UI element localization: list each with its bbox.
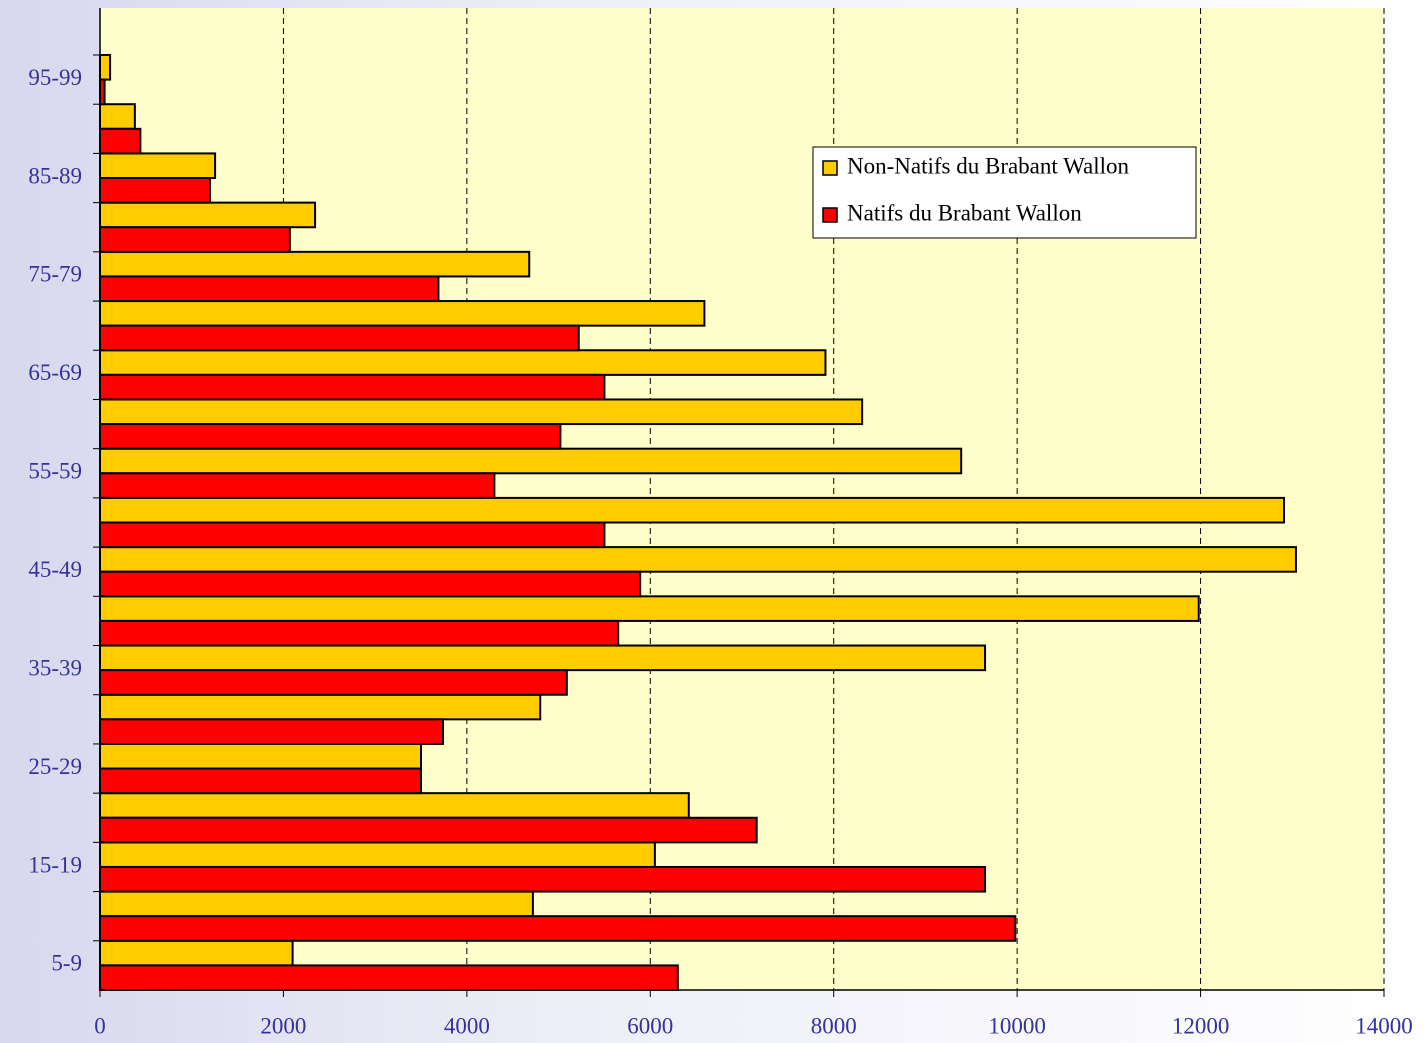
legend-label: Natifs du Brabant Wallon — [847, 200, 1082, 225]
bar — [99, 177, 212, 204]
bar — [99, 54, 112, 81]
bar — [99, 300, 706, 327]
bar — [99, 398, 864, 426]
bar — [99, 718, 445, 745]
legend-label: Non-Natifs du Brabant Wallon — [847, 153, 1129, 178]
bar — [99, 595, 1200, 622]
legend-swatch — [822, 207, 838, 223]
bar — [99, 669, 568, 696]
bar — [99, 964, 679, 991]
bar — [99, 201, 317, 229]
y-tick-label: 25-29 — [28, 754, 82, 779]
bar — [99, 324, 580, 352]
bar — [99, 423, 562, 450]
y-tick-label: 75-79 — [28, 262, 82, 287]
y-tick-label: 65-69 — [28, 360, 82, 385]
bar — [99, 103, 136, 130]
y-tick-label: 85-89 — [28, 163, 82, 188]
x-tick-label: 8000 — [811, 1013, 857, 1038]
bar — [99, 349, 827, 376]
bar — [99, 865, 987, 893]
y-tick-label: 15-19 — [28, 852, 82, 877]
bar — [99, 250, 531, 278]
y-tick-label: 55-59 — [28, 459, 82, 484]
bar — [99, 570, 642, 598]
y-tick-label: 95-99 — [28, 65, 82, 90]
x-tick-label: 4000 — [444, 1013, 490, 1038]
bar — [99, 496, 1286, 524]
x-tick-label: 6000 — [627, 1013, 673, 1038]
legend-box — [812, 146, 1197, 239]
bar — [99, 447, 963, 475]
bar — [99, 767, 422, 795]
bar — [99, 915, 1017, 942]
x-tick-label: 2000 — [260, 1013, 306, 1038]
bar — [99, 546, 1297, 573]
bar — [99, 841, 656, 868]
bar — [99, 619, 620, 647]
bar — [99, 226, 291, 253]
y-tick-label: 45-49 — [28, 557, 82, 582]
bar — [99, 792, 690, 819]
bar — [99, 275, 440, 303]
bar — [99, 890, 534, 918]
bar — [99, 373, 606, 401]
y-tick-label: 5-9 — [51, 951, 82, 976]
bar — [99, 693, 542, 721]
x-tick-label: 14000 — [1355, 1013, 1413, 1038]
bar — [99, 152, 217, 180]
bar — [99, 939, 294, 967]
bar — [99, 521, 606, 549]
bar — [99, 472, 496, 499]
legend-swatch — [822, 160, 838, 176]
bar — [99, 742, 422, 770]
y-tick-label: 35-39 — [28, 655, 82, 680]
bar — [99, 644, 987, 672]
x-tick-label: 0 — [94, 1013, 106, 1038]
bar — [99, 816, 758, 844]
bar — [99, 127, 142, 155]
x-tick-label: 10000 — [988, 1013, 1046, 1038]
x-tick-label: 12000 — [1172, 1013, 1230, 1038]
